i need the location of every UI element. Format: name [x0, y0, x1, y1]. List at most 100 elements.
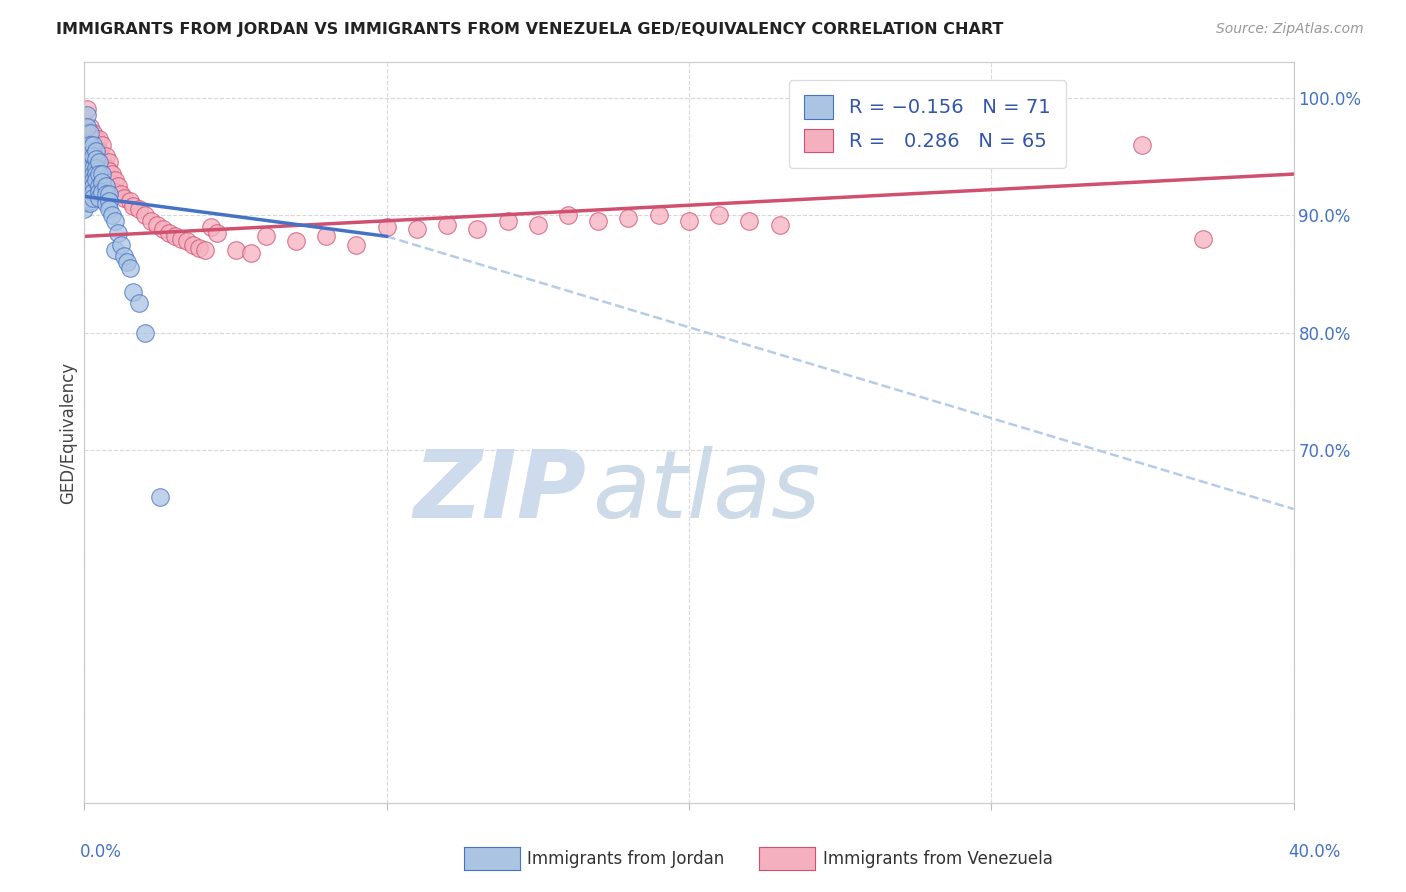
Point	[89, 144, 111, 158]
Point	[104, 173, 127, 187]
Point	[79, 137, 101, 152]
Point	[104, 185, 127, 199]
Point	[346, 237, 368, 252]
Point	[315, 229, 337, 244]
Point	[496, 214, 519, 228]
Point	[617, 211, 640, 225]
Point	[94, 161, 117, 176]
Point	[86, 161, 108, 176]
Point	[100, 208, 122, 222]
Point	[76, 149, 98, 163]
Point	[115, 255, 138, 269]
Point	[79, 167, 101, 181]
Point	[170, 232, 193, 246]
Point	[82, 137, 104, 152]
Point	[76, 167, 98, 181]
Point	[82, 149, 104, 163]
Point	[254, 229, 277, 244]
Text: Immigrants from Venezuela: Immigrants from Venezuela	[823, 850, 1052, 868]
Point	[76, 173, 98, 187]
Point	[769, 218, 792, 232]
Point	[157, 226, 180, 240]
Point	[406, 222, 429, 236]
Point	[76, 126, 98, 140]
Point	[79, 155, 101, 169]
Point	[86, 167, 108, 181]
Point	[73, 196, 96, 211]
Point	[76, 163, 98, 178]
Point	[375, 219, 398, 234]
Point	[121, 199, 143, 213]
Point	[91, 185, 114, 199]
Point	[76, 178, 98, 193]
Point	[112, 191, 135, 205]
Y-axis label: GED/Equivalency: GED/Equivalency	[59, 361, 77, 504]
Point	[678, 214, 700, 228]
Point	[76, 187, 98, 202]
Point	[207, 226, 229, 240]
Point	[76, 144, 98, 158]
Point	[76, 182, 98, 196]
Point	[285, 234, 308, 248]
Point	[648, 208, 671, 222]
Point	[79, 188, 101, 202]
Point	[89, 185, 111, 199]
Point	[94, 187, 117, 202]
Text: ZIP: ZIP	[413, 446, 586, 538]
Point	[110, 187, 132, 202]
Point	[527, 218, 550, 232]
Point	[94, 196, 117, 211]
Point	[194, 244, 217, 258]
Point	[79, 196, 101, 211]
Point	[82, 149, 104, 163]
Point	[79, 178, 101, 193]
Point	[91, 152, 114, 166]
Text: Immigrants from Jordan: Immigrants from Jordan	[527, 850, 724, 868]
Point	[79, 120, 101, 134]
Point	[76, 120, 98, 134]
Point	[82, 185, 104, 199]
Point	[97, 202, 120, 217]
Point	[91, 167, 114, 181]
Text: 0.0%: 0.0%	[80, 843, 122, 861]
Point	[79, 194, 101, 208]
Point	[79, 137, 101, 152]
Point	[82, 173, 104, 187]
Point	[89, 167, 111, 181]
Point	[86, 173, 108, 187]
Point	[97, 155, 120, 169]
Point	[89, 155, 111, 169]
Point	[225, 244, 247, 258]
Point	[104, 244, 127, 258]
Point	[86, 144, 108, 158]
Point	[139, 214, 162, 228]
Point	[76, 175, 98, 189]
Point	[82, 178, 104, 193]
Point	[79, 161, 101, 176]
Point	[1192, 232, 1215, 246]
Point	[134, 208, 156, 222]
Point	[738, 214, 761, 228]
Point	[94, 178, 117, 193]
Point	[181, 237, 204, 252]
Point	[76, 191, 98, 205]
Point	[100, 167, 122, 181]
Point	[91, 175, 114, 189]
Point	[76, 137, 98, 152]
Point	[79, 191, 101, 205]
Point	[436, 218, 458, 232]
Point	[89, 132, 111, 146]
Point	[112, 249, 135, 263]
Point	[110, 237, 132, 252]
Point	[82, 167, 104, 181]
Point	[97, 175, 120, 189]
Point	[97, 194, 120, 208]
Legend: R = −0.156   N = 71, R =   0.286   N = 65: R = −0.156 N = 71, R = 0.286 N = 65	[789, 79, 1066, 168]
Point	[82, 161, 104, 176]
Point	[107, 226, 129, 240]
Point	[176, 234, 198, 248]
Point	[86, 132, 108, 146]
Point	[118, 194, 141, 208]
Point	[76, 144, 98, 158]
Point	[82, 126, 104, 140]
